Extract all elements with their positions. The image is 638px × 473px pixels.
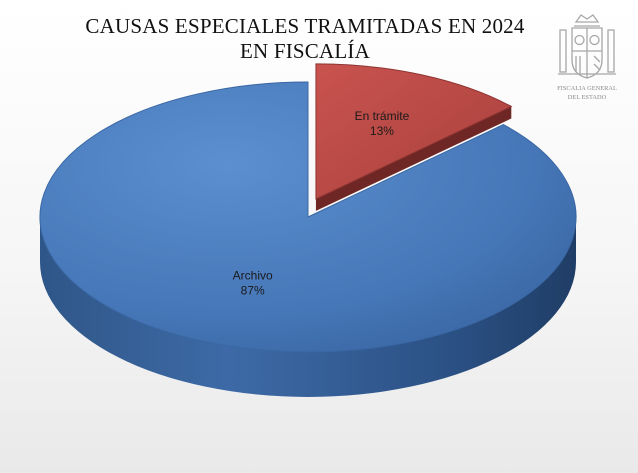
pie-slice-en-tramite: [315, 63, 513, 211]
slice-label-en-tramite: En trámite: [355, 109, 410, 123]
pie-slice-top: [39, 81, 577, 353]
pie-slice-archivo: [39, 81, 577, 397]
slice-percent-en-tramite: 13%: [370, 124, 394, 138]
chart-title-line-2: EN FISCALÍA: [240, 39, 370, 63]
pie-slice-top: [315, 63, 513, 200]
logo-text-line-2: DEL ESTADO: [568, 94, 607, 101]
pie-slice-cut-face: [315, 106, 512, 211]
chart-title: CAUSAS ESPECIALES TRAMITADAS EN 2024 EN …: [70, 14, 540, 64]
fiscalia-coat-of-arms-logo: FISCALIA GENERAL DEL ESTADO: [557, 14, 617, 101]
chart-title-line-1: CAUSAS ESPECIALES TRAMITADAS EN 2024: [85, 14, 525, 38]
slice-percent-archivo: 87%: [241, 283, 265, 297]
pie-slice-side: [40, 217, 576, 397]
slice-label-archivo: Archivo: [233, 268, 273, 282]
logo-text-line-1: FISCALIA GENERAL: [557, 85, 617, 92]
